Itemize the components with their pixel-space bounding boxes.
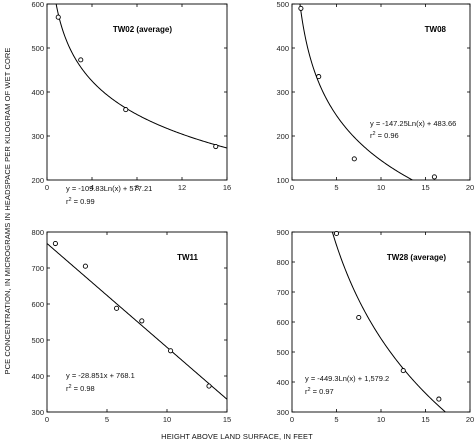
y-tick-label: 800 xyxy=(31,228,44,237)
x-tick-label: 10 xyxy=(163,415,171,424)
x-tick-label: 15 xyxy=(223,415,231,424)
y-tick-label: 500 xyxy=(31,44,44,53)
data-point xyxy=(351,156,357,162)
panel-4: 0 5 10 15 20 300 400 500 600 700 800 900 TW28 (avera… xyxy=(276,228,474,424)
y-tick-label: 400 xyxy=(276,44,289,53)
y-tick-label: 200 xyxy=(276,132,289,141)
data-point xyxy=(298,5,304,11)
y-tick-label: 300 xyxy=(31,132,44,141)
x-tick-label: 15 xyxy=(421,415,429,424)
x-tick-label: 20 xyxy=(466,183,474,192)
x-tick-label: 10 xyxy=(377,183,385,192)
x-tick-label: 5 xyxy=(334,415,338,424)
x-tick-label: 0 xyxy=(290,415,294,424)
data-point xyxy=(316,74,322,80)
y-tick-label: 300 xyxy=(276,88,289,97)
fit-equation: y = -28.851x + 768.1 xyxy=(66,371,135,380)
y-tick-label: 400 xyxy=(31,372,44,381)
y-tick-label: 400 xyxy=(31,88,44,97)
data-point xyxy=(55,14,61,20)
panel-title: TW02 (average) xyxy=(113,25,172,34)
data-point xyxy=(139,318,145,324)
x-tick-label: 0 xyxy=(290,183,294,192)
fit-curve xyxy=(47,243,227,400)
y-axis-label: PCE CONCENTRATION, IN MICROGRAMS IN HEAD… xyxy=(3,47,12,374)
x-tick-label: 0 xyxy=(45,415,49,424)
data-point xyxy=(206,383,212,389)
x-tick-label: 20 xyxy=(466,415,474,424)
y-tick-label: 600 xyxy=(31,300,44,309)
fit-equation: y = -449.3Ln(x) + 1,579.2 xyxy=(305,374,389,383)
x-tick-label: 8 xyxy=(135,183,139,192)
x-tick-label: 5 xyxy=(334,183,338,192)
y-tick-label: 100 xyxy=(276,176,289,185)
y-tick-label: 300 xyxy=(276,408,289,417)
panel-title: TW11 xyxy=(177,253,198,262)
r-squared: r2 = 0.97 xyxy=(305,387,334,396)
x-tick-label: 10 xyxy=(377,415,385,424)
y-tick-label: 800 xyxy=(276,258,289,267)
panel-3: 0 5 10 15 300 400 500 600 700 800 TW11 y = -28.851x… xyxy=(31,228,231,424)
data-point xyxy=(356,314,362,321)
data-point xyxy=(52,240,58,247)
panel-title: TW08 xyxy=(425,25,447,34)
data-point xyxy=(78,57,84,63)
panel-1: 0 4 8 12 16 200 300 400 500 600 TW02 (average) y = … xyxy=(31,0,231,206)
data-point xyxy=(168,348,174,354)
y-tick-label: 400 xyxy=(276,378,289,387)
y-tick-label: 600 xyxy=(276,318,289,327)
fit-curve xyxy=(55,4,227,149)
data-point xyxy=(123,107,129,113)
x-axis-label: HEIGHT ABOVE LAND SURFACE, IN FEET xyxy=(161,432,313,441)
x-tick-label: 4 xyxy=(90,183,94,192)
fit-equation: y = -109.83Ln(x) + 577.21 xyxy=(66,184,152,193)
y-tick-label: 900 xyxy=(276,228,289,237)
y-tick-label: 200 xyxy=(31,176,44,185)
fit-curve xyxy=(299,4,414,180)
data-point xyxy=(213,144,219,150)
panel-title: TW28 (average) xyxy=(387,253,446,262)
data-point xyxy=(114,305,120,311)
y-tick-label: 700 xyxy=(31,264,44,273)
y-tick-label: 500 xyxy=(276,0,289,9)
x-tick-label: 16 xyxy=(223,183,231,192)
x-tick-label: 15 xyxy=(421,183,429,192)
y-tick-label: 500 xyxy=(276,348,289,357)
plot-frame xyxy=(46,231,228,413)
x-tick-label: 0 xyxy=(45,183,49,192)
x-tick-label: 5 xyxy=(105,415,109,424)
data-point xyxy=(400,368,406,374)
fit-equation: y = -147.25Ln(x) + 483.66 xyxy=(370,119,456,128)
r-squared: r2 = 0.98 xyxy=(66,384,95,393)
data-point xyxy=(333,230,340,237)
y-tick-label: 600 xyxy=(31,0,44,9)
y-tick-label: 300 xyxy=(31,408,44,417)
data-point xyxy=(431,174,437,180)
panel-2: 0 5 10 15 20 100 200 300 400 500 TW08 y = -147.25Ln… xyxy=(276,0,474,192)
r-squared: r2 = 0.96 xyxy=(370,131,399,140)
y-tick-label: 500 xyxy=(31,336,44,345)
data-point xyxy=(82,263,88,269)
data-point xyxy=(436,396,442,402)
y-tick-label: 700 xyxy=(276,288,289,297)
fit-curve xyxy=(331,232,447,412)
x-tick-label: 12 xyxy=(178,183,186,192)
r-squared: r2 = 0.99 xyxy=(66,197,95,206)
